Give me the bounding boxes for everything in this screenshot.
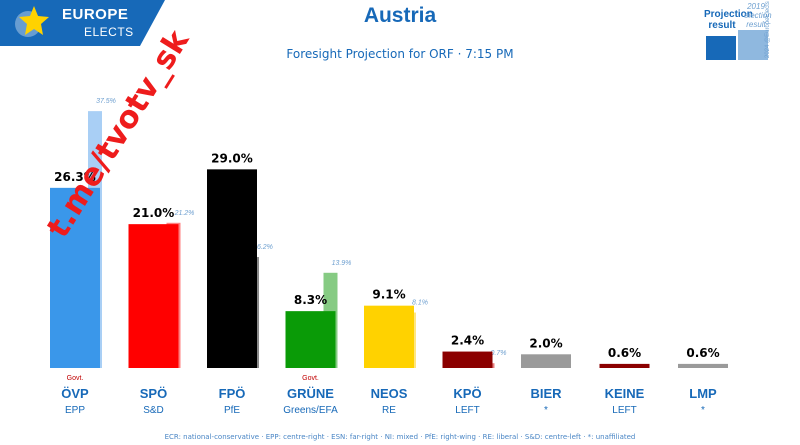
page-subtitle: Foresight Projection for ORF · 7:15 PM (286, 47, 514, 61)
value-label-bier: 2.0% (529, 336, 562, 350)
logo-line2: ELECTS (84, 25, 134, 39)
label-2019-övp: 37.5% (96, 98, 116, 105)
logo-line1: EUROPE (62, 6, 129, 23)
group-label-grüne: Greens/EFA (283, 405, 338, 416)
group-label-kpö: LEFT (455, 405, 479, 416)
value-label-keine: 0.6% (608, 346, 641, 360)
category-label-keine: KEINE (605, 386, 645, 401)
legend-projection-swatch (706, 36, 736, 60)
bar-projection-lmp (678, 363, 728, 368)
group-label-lmp: * (701, 405, 705, 416)
label-2019-fpö: 16.2% (253, 244, 273, 251)
legend-2019-swatch (738, 30, 768, 60)
category-label-lmp: LMP (689, 386, 717, 401)
category-label-bier: BIER (530, 386, 562, 401)
page-title: Austria (363, 4, 437, 27)
label-2019-spö: 21.2% (174, 210, 195, 217)
category-label-grüne: GRÜNE (287, 386, 334, 401)
star-icon (19, 6, 49, 35)
bar-projection-neos (364, 305, 414, 368)
value-label-fpö: 29.0% (211, 151, 253, 165)
category-label-neos: NEOS (371, 386, 408, 401)
category-label-kpö: KPÖ (453, 386, 481, 401)
govt-label-övp: Govt. (67, 375, 84, 382)
group-label-spö: S&D (143, 405, 164, 416)
bar-projection-bier (521, 354, 571, 368)
label-2019-kpö: 0.7% (491, 350, 507, 357)
legend-projection-label: Projection result (704, 9, 753, 31)
logo-banner (0, 0, 165, 46)
bar-projection-övp (50, 187, 100, 368)
govt-label-grüne: Govt. (302, 375, 319, 382)
group-label-övp: EPP (65, 405, 85, 416)
bar-projection-grüne (285, 311, 336, 368)
category-label-spö: SPÖ (140, 386, 167, 401)
value-label-lmp: 0.6% (686, 346, 719, 360)
bar-projection-keine (599, 363, 650, 368)
category-label-fpö: FPÖ (219, 386, 246, 401)
group-label-keine: LEFT (612, 405, 636, 416)
legend-2019-label: 2019 election result (744, 2, 772, 29)
group-footnote: ECR: national-conservative · EPP: centre… (164, 433, 636, 441)
group-label-bier: * (544, 405, 548, 416)
value-label-grüne: 8.3% (294, 293, 327, 307)
bar-projection-fpö (207, 169, 257, 368)
value-label-spö: 21.0% (133, 206, 175, 220)
bar-projection-spö (128, 224, 179, 368)
category-label-övp: ÖVP (61, 386, 89, 401)
chart-legend: Projection result 2019 election result 2… (702, 0, 782, 62)
group-label-neos: RE (382, 405, 396, 416)
label-2019-grüne: 13.9% (332, 260, 352, 267)
value-label-neos: 9.1% (372, 288, 405, 302)
bar-projection-kpö (442, 351, 493, 368)
europe-elects-logo: EUROPE ELECTS (0, 0, 165, 46)
value-label-kpö: 2.4% (451, 334, 484, 348)
value-label-övp: 26.3% (54, 170, 96, 184)
group-label-fpö: PfE (224, 405, 240, 416)
label-2019-neos: 8.1% (412, 300, 428, 307)
